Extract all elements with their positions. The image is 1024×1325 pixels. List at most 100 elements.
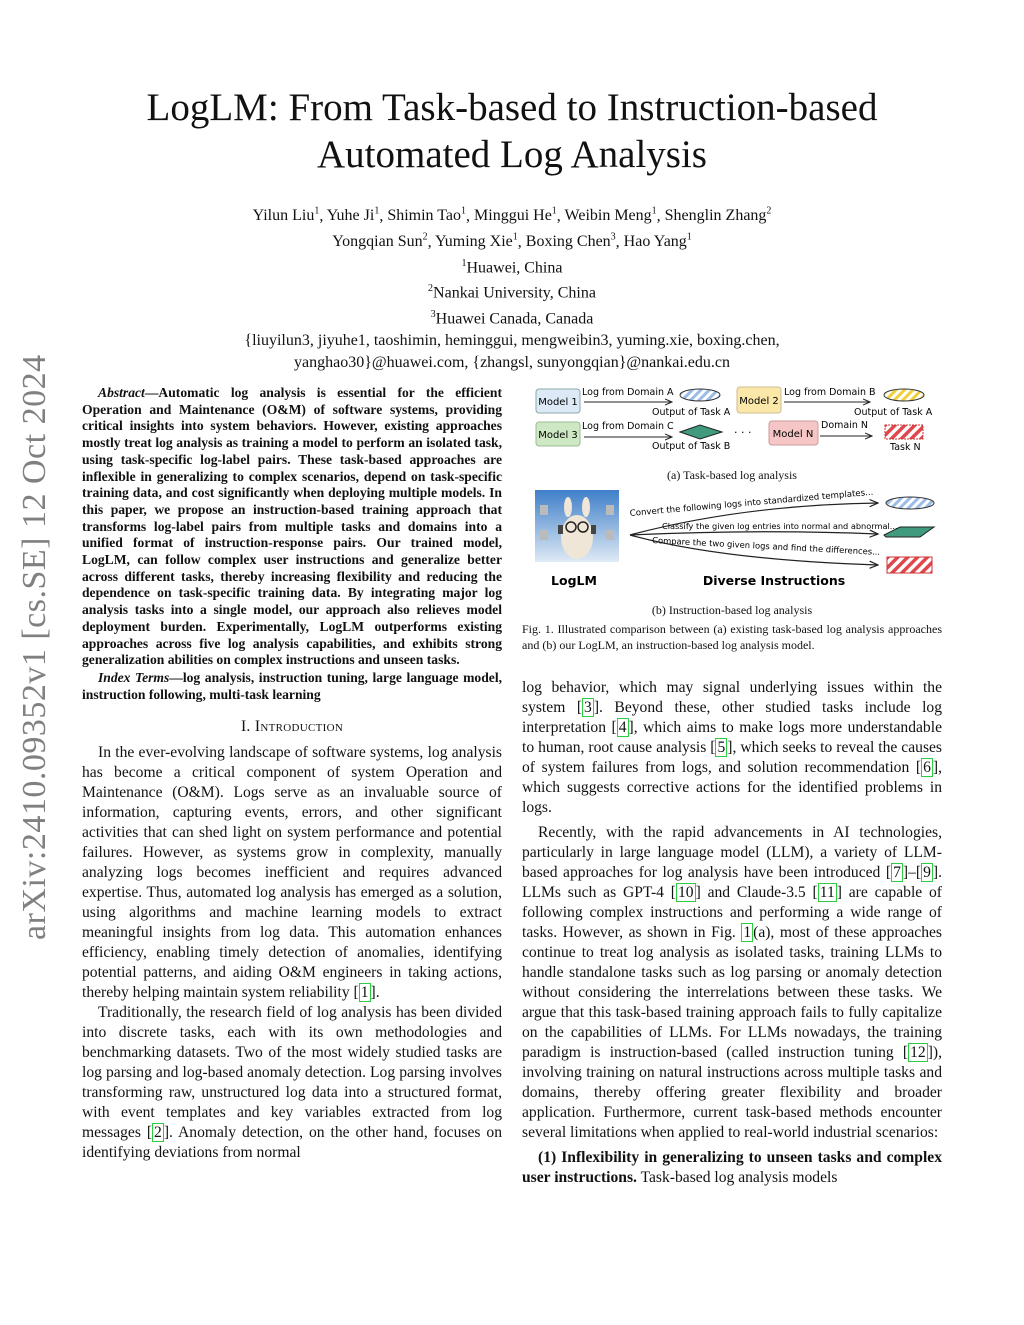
citation-link[interactable]: 7 <box>891 863 903 882</box>
citation-link[interactable]: 6 <box>921 758 933 777</box>
output-shape-a <box>883 388 925 402</box>
citation-link[interactable]: 1 <box>358 983 371 1003</box>
instruction-text: Convert the following logs into standard… <box>629 488 873 519</box>
citation-link[interactable]: 11 <box>817 883 837 902</box>
figure-1: Model 1 Log from Domain A Output of Task… <box>522 380 942 653</box>
affiliation-mark: 1 <box>461 257 467 269</box>
model-2-box <box>736 386 782 414</box>
affiliation-mark: 1 <box>686 231 692 243</box>
llama-illustration <box>535 490 619 562</box>
figure-ref-link[interactable]: 1 <box>741 923 754 942</box>
authors-line: Yilun Liu1, Yuhe Ji1, Shimin Tao1, Mingg… <box>252 206 772 225</box>
right-body: log behavior, which may signal underlyin… <box>522 678 942 1188</box>
model-3-box <box>535 421 581 447</box>
affiliation-mark: 1 <box>512 231 518 243</box>
affiliation: 3Huawei Canada, Canada <box>0 304 1024 330</box>
citation-link[interactable]: 12 <box>908 1043 928 1062</box>
figure-caption: Fig. 1. Illustrated comparison between (… <box>522 622 942 652</box>
section-heading: I. Introduction <box>240 718 344 736</box>
output-shape-b <box>883 526 936 538</box>
affiliation: 2Nankai University, China <box>0 278 1024 304</box>
subcaption-a: (a) Task-based log analysis <box>667 468 797 482</box>
author: Yuhe Ji1 <box>326 206 380 225</box>
citation-link[interactable]: 10 <box>675 883 696 902</box>
instruction-text: Compare the two given logs and find the … <box>652 535 880 557</box>
citation-link[interactable]: 5 <box>715 738 728 757</box>
citation-link[interactable]: 4 <box>616 718 629 737</box>
author: Yuming Xie1 <box>435 231 518 251</box>
model-label: Model 1 <box>538 397 578 408</box>
right-column: log behavior, which may signal underlyin… <box>522 678 942 1188</box>
citation-link[interactable]: 3 <box>582 698 594 717</box>
email-line: yanghao30}@huawei.com, {zhangsl, sunyong… <box>294 353 730 371</box>
affiliation-mark: 1 <box>374 206 380 217</box>
affiliation-name: Nankai University, China <box>433 284 596 302</box>
affiliation: 1Huawei, China <box>0 253 1024 279</box>
index-terms: Index Terms—log analysis, instruction tu… <box>82 670 502 703</box>
affiliation-mark: 1 <box>461 206 467 217</box>
affiliation-mark: 2 <box>422 231 428 243</box>
author: Weibin Meng1 <box>564 206 657 225</box>
author: Yongqian Sun2 <box>332 231 428 251</box>
paragraph: (1) Inflexibility in generalizing to uns… <box>522 1149 942 1186</box>
left-body: In the ever-evolving landscape of softwa… <box>82 743 502 1163</box>
affiliation-mark: 1 <box>551 206 557 217</box>
title-line: LogLM: From Task-based to Instruction-ba… <box>146 86 878 129</box>
title-line: Automated Log Analysis <box>317 133 707 176</box>
affiliation-mark: 1 <box>314 206 320 217</box>
affiliations: 1Huawei, China 2Nankai University, China 3… <box>0 253 1024 330</box>
paper-title: LogLM: From Task-based to Instruction-ba… <box>0 84 1024 178</box>
output-shape-a <box>679 388 721 402</box>
authors-line: Yongqian Sun2, Yuming Xie1, Boxing Chen3… <box>332 231 692 251</box>
input-label: Log from Domain A <box>582 387 674 398</box>
author: Minggui He1 <box>474 206 557 225</box>
arxiv-stamp: arXiv:2410.09352v1 [cs.SE] 12 Oct 2024 <box>16 354 53 940</box>
author: Yilun Liu1 <box>252 206 320 225</box>
index-terms-label: Index Terms <box>98 669 170 685</box>
arrow <box>629 503 878 536</box>
abstract: Abstract—Automatic log analysis is essen… <box>82 385 502 669</box>
model-label: Model 2 <box>739 396 779 407</box>
arrow <box>629 532 878 535</box>
output-label: Output of Task B <box>652 441 730 452</box>
model-label: Model 3 <box>538 430 578 441</box>
model-n-box <box>768 420 819 446</box>
left-column: Abstract—Automatic log analysis is essen… <box>82 385 502 1163</box>
affiliation-mark: 3 <box>610 231 616 243</box>
affiliation-mark: 3 <box>430 309 436 321</box>
bold-run: (1) Inflexibility in generalizing to uns… <box>522 1149 942 1186</box>
output-label: Output of Task A <box>652 407 731 418</box>
citation-link[interactable]: 2 <box>152 1123 164 1143</box>
author: Shimin Tao1 <box>387 206 467 225</box>
instructions-label: Diverse Instructions <box>703 573 845 588</box>
model-label: Model N <box>773 429 814 440</box>
output-shape-n <box>886 556 933 574</box>
paragraph: Recently, with the rapid advancements in… <box>522 824 942 1141</box>
paragraph: Traditionally, the research field of log… <box>82 1004 502 1162</box>
output-shape-n <box>884 424 924 440</box>
citation-link[interactable]: 9 <box>921 863 933 882</box>
paragraph: In the ever-evolving landscape of softwa… <box>82 744 502 1003</box>
task-based-diagram: Model 1 Log from Domain A Output of Task… <box>535 386 933 453</box>
author: Boxing Chen3 <box>525 231 616 251</box>
input-label: Log from Domain B <box>784 387 876 398</box>
author-block: Yilun Liu1, Yuhe Ji1, Shimin Tao1, Mingg… <box>0 201 1024 373</box>
abstract-label: Abstract <box>98 385 145 400</box>
instruction-text: Classify the given log entries into norm… <box>662 521 898 531</box>
abstract-text: —Automatic log analysis is essential for… <box>82 385 502 668</box>
input-label: Log from Domain C <box>582 421 674 432</box>
output-label: Task N <box>889 442 921 453</box>
affiliation-mark: 2 <box>428 283 434 295</box>
index-terms-text: —log analysis, instruction tuning, large… <box>82 669 503 702</box>
email-line: {liuyilun3, jiyuhe1, taoshimin, heminggu… <box>244 332 780 350</box>
paragraph: log behavior, which may signal underlyin… <box>522 679 943 816</box>
arrow <box>629 534 878 565</box>
affiliation-name: Huawei, China <box>466 258 563 276</box>
affiliation-name: Huawei Canada, Canada <box>435 310 594 328</box>
output-label: Output of Task A <box>854 407 933 418</box>
input-label: Domain N <box>821 420 868 431</box>
model-1-box <box>535 388 581 414</box>
output-shape-a <box>885 496 935 510</box>
loglm-label: LogLM <box>551 573 597 588</box>
affiliation-mark: 1 <box>651 206 657 217</box>
